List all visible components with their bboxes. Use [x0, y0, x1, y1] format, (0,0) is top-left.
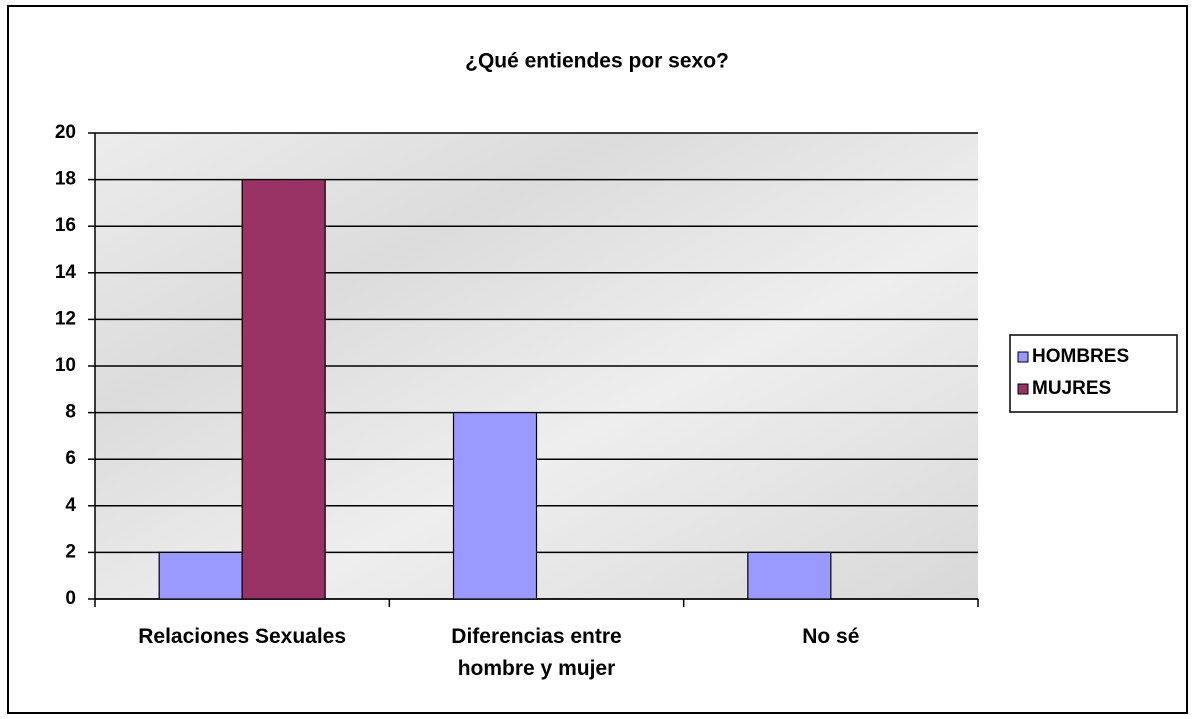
x-tick-label: Relaciones Sexuales: [138, 625, 347, 648]
x-tick-label: No sé: [802, 625, 860, 648]
y-tick-label: 0: [65, 588, 76, 609]
y-tick-label: 6: [65, 448, 76, 469]
chart-title: ¿Qué entiendes por sexo?: [465, 50, 729, 73]
bar: [158, 551, 243, 600]
chart-frame: [7, 5, 1188, 714]
bar: [747, 551, 832, 600]
y-tick-label: 2: [65, 541, 76, 562]
y-tick-label: 14: [55, 262, 77, 283]
bar: [241, 179, 326, 600]
legend-swatch: [1017, 383, 1029, 395]
y-tick-label: 16: [55, 215, 76, 236]
bar: [452, 412, 538, 600]
legend-label: MUJRES: [1032, 378, 1111, 399]
legend-label: HOMBRES: [1032, 346, 1129, 367]
legend-swatch: [1017, 351, 1029, 363]
y-tick-label: 20: [55, 122, 76, 143]
y-tick-label: 4: [65, 495, 76, 516]
legend: [1009, 334, 1178, 413]
x-tick-label: Diferencias entre hombre y mujer: [451, 625, 622, 680]
y-tick-label: 10: [55, 355, 76, 376]
y-tick-label: 8: [65, 402, 76, 423]
y-tick-label: 18: [55, 169, 76, 190]
y-tick-label: 12: [55, 308, 76, 329]
